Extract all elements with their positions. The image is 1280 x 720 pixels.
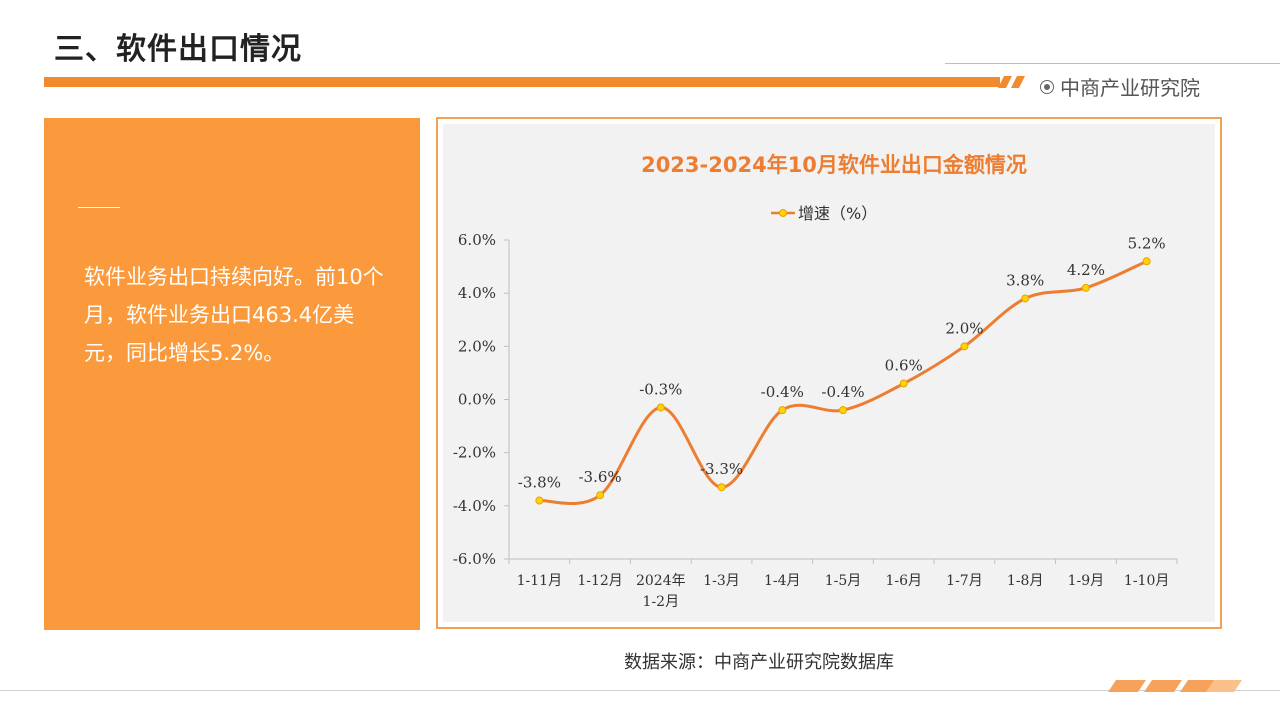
data-label: -3.3% bbox=[700, 460, 743, 478]
data-point bbox=[778, 406, 787, 415]
data-label: -0.4% bbox=[761, 383, 804, 401]
footer-rule bbox=[0, 690, 1280, 691]
data-source-note: 数据来源：中商产业研究院数据库 bbox=[624, 652, 894, 673]
data-label: -0.3% bbox=[639, 380, 682, 398]
x-tick-label: 1-9月 bbox=[1068, 573, 1105, 589]
data-point bbox=[1142, 257, 1151, 266]
legend-marker bbox=[779, 209, 787, 217]
data-point bbox=[960, 342, 969, 351]
summary-panel: 软件业务出口持续向好。前10个月，软件业务出口463.4亿美元，同比增长5.2%… bbox=[44, 118, 420, 630]
data-label: 2.0% bbox=[945, 319, 983, 337]
x-tick-label: 1-6月 bbox=[885, 573, 922, 589]
series-line bbox=[539, 259, 1148, 506]
footer-stripes-decoration bbox=[1108, 680, 1242, 692]
x-tick-label: 1-12月 bbox=[577, 573, 622, 589]
summary-text: 软件业务出口持续向好。前10个月，软件业务出口463.4亿美元，同比增长5.2%… bbox=[84, 265, 384, 365]
y-tick-label: 4.0% bbox=[458, 284, 496, 302]
data-label: -0.4% bbox=[821, 383, 864, 401]
x-tick-label: 1-2月 bbox=[643, 594, 680, 610]
y-tick-label: -4.0% bbox=[453, 497, 496, 515]
header-top-rule bbox=[945, 63, 1280, 64]
data-point bbox=[839, 406, 847, 415]
data-point bbox=[1081, 283, 1090, 292]
y-tick-label: 6.0% bbox=[458, 231, 496, 249]
x-tick-label: 1-3月 bbox=[703, 573, 740, 589]
data-point bbox=[899, 379, 908, 388]
x-tick-label: 1-11月 bbox=[517, 573, 562, 589]
x-tick-label: 1-10月 bbox=[1124, 573, 1169, 589]
data-label: 5.2% bbox=[1128, 234, 1166, 252]
legend-label: 增速（%） bbox=[798, 204, 877, 223]
brand-logo-icon bbox=[1040, 79, 1054, 94]
x-tick-label: 1-5月 bbox=[825, 573, 862, 589]
y-tick-label: 2.0% bbox=[458, 337, 496, 355]
y-tick-label: -6.0% bbox=[453, 550, 496, 568]
summary-divider bbox=[78, 207, 120, 208]
data-point bbox=[656, 403, 665, 412]
data-point bbox=[535, 496, 544, 505]
data-point bbox=[1021, 294, 1030, 303]
data-label: -3.6% bbox=[578, 468, 621, 486]
brand-name: 中商产业研究院 bbox=[1060, 76, 1200, 100]
page-title: 三、软件出口情况 bbox=[54, 32, 302, 67]
y-tick-label: 0.0% bbox=[458, 391, 496, 409]
data-label: 4.2% bbox=[1067, 261, 1105, 279]
data-label: 3.8% bbox=[1006, 271, 1044, 289]
title-accent-bar bbox=[44, 77, 1000, 87]
chart-title: 2023-2024年10月软件业出口金额情况 bbox=[641, 153, 1027, 177]
data-label: 0.6% bbox=[885, 357, 923, 375]
data-label: -3.8% bbox=[518, 474, 561, 492]
title-stripes-decoration bbox=[998, 76, 1025, 88]
x-tick-label: 1-8月 bbox=[1007, 573, 1044, 589]
data-point bbox=[717, 483, 726, 492]
y-tick-label: -2.0% bbox=[453, 444, 496, 462]
brand: 中商产业研究院 bbox=[1040, 72, 1200, 101]
chart-background bbox=[443, 124, 1215, 622]
x-tick-label: 2024年 bbox=[636, 573, 686, 589]
x-tick-label: 1-7月 bbox=[946, 573, 983, 589]
x-tick-label: 1-4月 bbox=[764, 573, 801, 589]
data-point bbox=[596, 491, 605, 500]
